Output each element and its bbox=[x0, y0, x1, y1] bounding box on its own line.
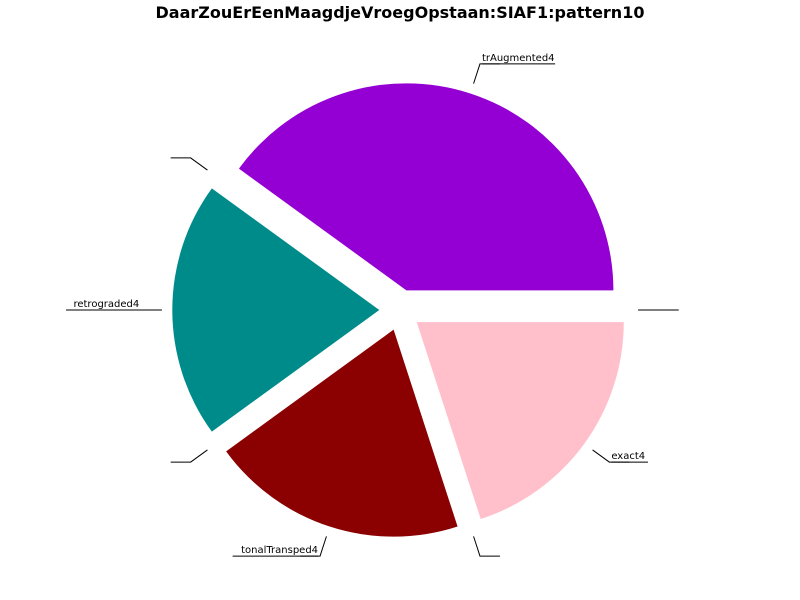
pie-slice-trAugmented4 bbox=[238, 83, 614, 291]
pie-labels: trAugmented4 retrograded4 tonalTransped4 ex… bbox=[66, 53, 679, 557]
pie-slices bbox=[172, 83, 624, 537]
leader-line-empty-3 bbox=[170, 449, 208, 463]
slice-label-trAugmented4: trAugmented4 bbox=[482, 53, 555, 64]
pie-slice-tonalTransped4 bbox=[226, 329, 458, 537]
pie-slice-retrograded4 bbox=[172, 188, 380, 432]
leader-line-trAugmented4 bbox=[473, 63, 500, 84]
slice-label-tonalTransped4: tonalTransped4 bbox=[241, 545, 318, 556]
leader-line-empty-1 bbox=[170, 157, 208, 171]
leader-line-empty-5 bbox=[473, 536, 500, 557]
slice-label-exact4: exact4 bbox=[611, 451, 645, 462]
pie-slice-exact4 bbox=[416, 322, 624, 520]
slice-label-retrograded4: retrograded4 bbox=[73, 299, 139, 310]
chart-title: DaarZouErEenMaagdjeVroegOpstaan:SIAF1:pa… bbox=[156, 3, 645, 22]
